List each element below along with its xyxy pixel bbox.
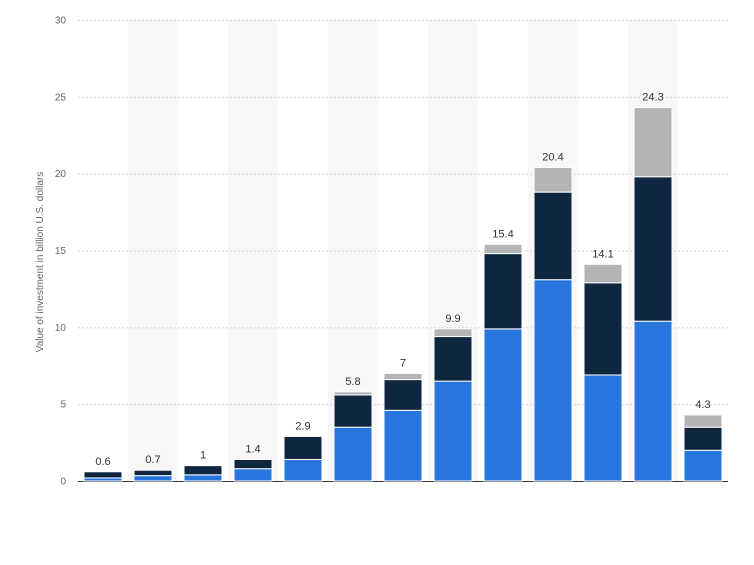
- y-tick-label: 30: [55, 16, 67, 27]
- bar-segment: [483, 253, 523, 330]
- y-tick-label: 15: [55, 246, 67, 257]
- bar-segment: [683, 414, 723, 428]
- bar-segment: [133, 469, 173, 477]
- data-label: 0.7: [145, 454, 160, 466]
- bar-segment: [333, 391, 373, 396]
- bar-segment: [683, 426, 723, 451]
- y-tick-label: 5: [60, 400, 66, 411]
- bar-segment: [583, 282, 623, 376]
- bar-segment: [633, 320, 673, 482]
- data-label: 7: [400, 357, 406, 369]
- bar-segment: [433, 336, 473, 382]
- bar-segment: [533, 167, 573, 193]
- data-label: 1.4: [245, 443, 260, 455]
- y-tick-label: 10: [55, 323, 67, 334]
- y-tick-label: 20: [55, 169, 67, 180]
- data-label: 15.4: [492, 228, 513, 240]
- bar-segment: [133, 475, 173, 482]
- bar-segment: [483, 243, 523, 255]
- bar-segment: [333, 394, 373, 428]
- bar-segment: [383, 372, 423, 381]
- bar-segment: [633, 107, 673, 178]
- data-label: 24.3: [642, 92, 663, 104]
- data-label: 1: [200, 450, 206, 462]
- bar-segment: [633, 176, 673, 322]
- column-band: [228, 20, 278, 481]
- bar-segment: [333, 426, 373, 482]
- bar-segment: [83, 471, 123, 479]
- bar-segment: [483, 328, 523, 482]
- y-axis-label: Value of investment in billion U.S. doll…: [35, 172, 46, 352]
- data-label: 20.4: [542, 152, 563, 164]
- bar-segment: [233, 458, 273, 470]
- column-band: [128, 20, 178, 481]
- bar-segment: [433, 380, 473, 482]
- bar-segment: [233, 468, 273, 482]
- bar-segment: [283, 435, 323, 460]
- bar-segment: [533, 279, 573, 482]
- bar-segment: [533, 191, 573, 281]
- data-label: 14.1: [592, 248, 613, 260]
- y-tick-label: 0: [60, 477, 66, 488]
- bar-segment: [583, 263, 623, 284]
- bar-segment: [283, 458, 323, 482]
- bar-segment: [433, 328, 473, 338]
- data-label: 2.9: [295, 420, 310, 432]
- bar-segment: [383, 379, 423, 411]
- data-label: 9.9: [445, 313, 460, 325]
- y-tick-label: 25: [55, 92, 67, 103]
- bar-segment: [183, 465, 223, 476]
- bar-segment: [183, 474, 223, 482]
- data-label: 0.6: [95, 456, 110, 468]
- data-label: 4.3: [695, 399, 710, 411]
- data-label: 5.8: [345, 376, 360, 388]
- bar-segment: [583, 374, 623, 482]
- bar-segment: [383, 409, 423, 482]
- bar-segment: [683, 449, 723, 482]
